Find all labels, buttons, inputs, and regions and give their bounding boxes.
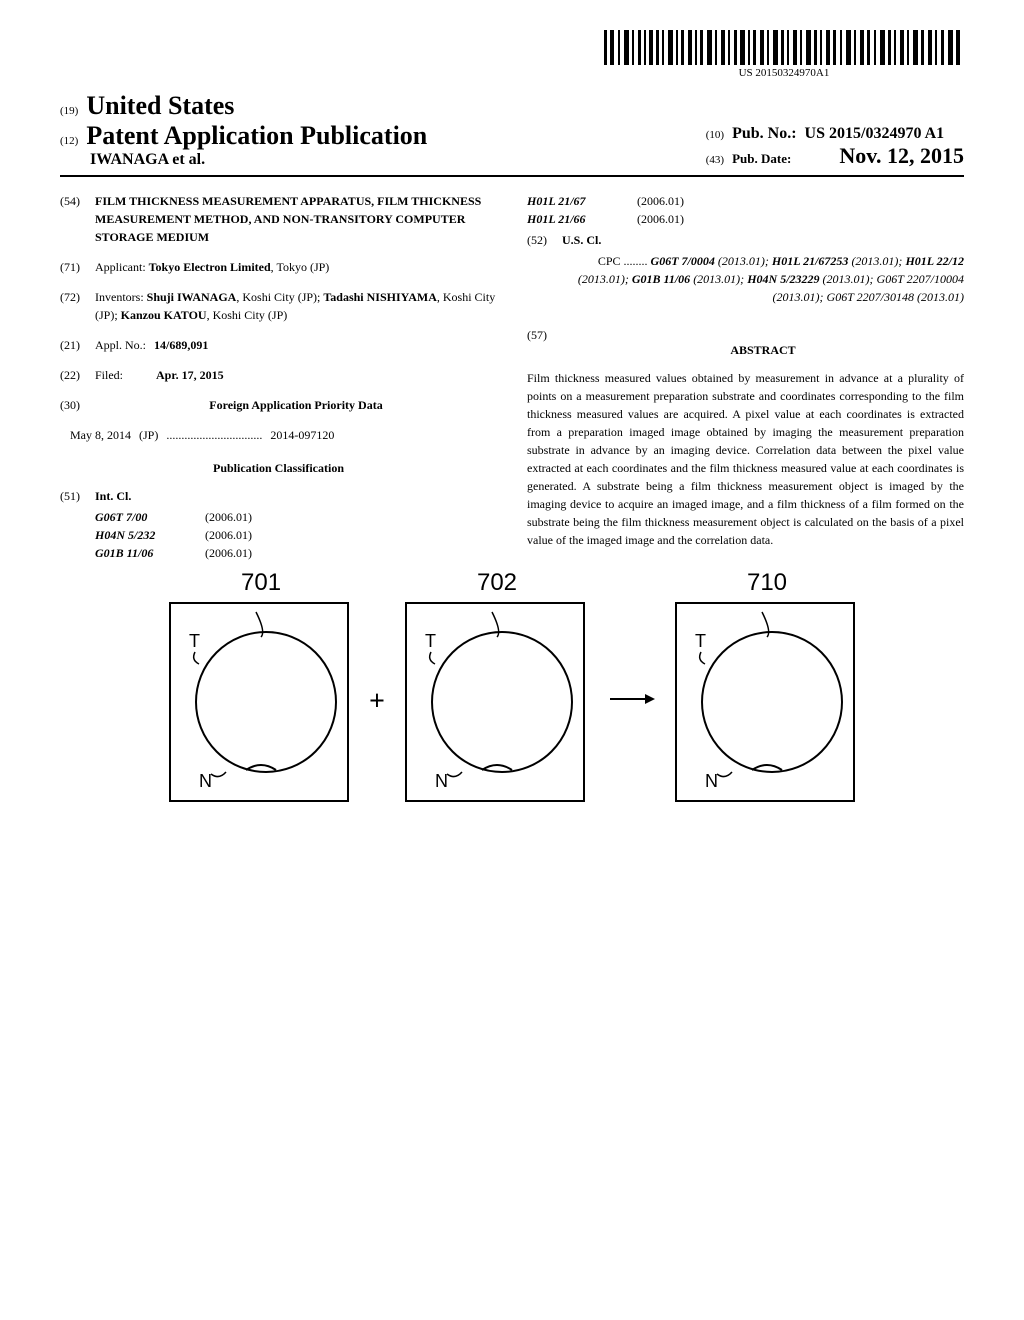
applicant-name: Tokyo Electron Limited <box>149 260 271 274</box>
inventor3-name: Kanzou KATOU <box>121 308 207 322</box>
header-left: (12) Patent Application Publication IWAN… <box>60 121 427 169</box>
pub-class-header: Publication Classification <box>60 459 497 477</box>
wafer-diagram-1: T N <box>171 602 347 802</box>
plus-operator: + <box>369 686 385 718</box>
int-cl-label: Int. Cl. <box>95 487 497 505</box>
int-class-year: (2006.01) <box>205 526 252 544</box>
svg-text:N: N <box>199 771 212 791</box>
cpc-dots: ........ <box>624 254 648 268</box>
figure-box-2: 702 T N <box>405 602 585 802</box>
us-cl-code: (52) <box>527 231 562 249</box>
header-top: (19) United States <box>60 91 964 121</box>
inventors-code: (72) <box>60 288 95 324</box>
title-code: (54) <box>60 192 95 246</box>
wafer-diagram-3: T N <box>677 602 853 802</box>
figure-label-2: 702 <box>477 569 517 597</box>
foreign-code: (30) <box>60 396 95 414</box>
appl-no-label: Appl. No.: <box>95 338 146 352</box>
barcode-lines <box>604 30 964 65</box>
wafer-diagram-2: T N <box>407 602 583 802</box>
svg-text:T: T <box>695 631 706 651</box>
pub-type-code: (12) <box>60 135 78 147</box>
right-column: H01L 21/67 (2006.01) H01L 21/66 (2006.01… <box>527 192 964 562</box>
filed-date: Apr. 17, 2015 <box>156 368 224 382</box>
figure-box-1: 701 T N <box>169 602 349 802</box>
barcode: US 20150324970A1 <box>604 30 964 79</box>
int-class-code: H01L 21/66 <box>527 210 637 228</box>
country-name: United States <box>86 91 234 121</box>
appl-no-value: 14/689,091 <box>154 338 208 352</box>
inventor1-loc: , Koshi City (JP); <box>236 290 320 304</box>
pub-date-code: (43) <box>706 154 724 166</box>
abstract-text: Film thickness measured values obtained … <box>527 369 964 549</box>
inventor3-loc: , Koshi City (JP) <box>207 308 288 322</box>
inventor2-name: Tadashi NISHIYAMA <box>323 290 437 304</box>
int-class-year: (2006.01) <box>637 210 684 228</box>
content-columns: (54) FILM THICKNESS MEASUREMENT APPARATU… <box>60 192 964 562</box>
int-class-row: G06T 7/00 (2006.01) <box>95 508 497 526</box>
figure-label-1: 701 <box>241 569 281 597</box>
pub-date-value: Nov. 12, 2015 <box>839 143 964 169</box>
svg-text:T: T <box>425 631 436 651</box>
figure-box-3: 710 T N <box>675 602 855 802</box>
foreign-dots: ................................ <box>166 426 262 444</box>
cpc-classification: CPC ........ G06T 7/0004 (2013.01); H01L… <box>562 252 964 306</box>
foreign-country: (JP) <box>139 426 158 444</box>
country-code: (19) <box>60 105 78 117</box>
appl-no-code: (21) <box>60 336 95 354</box>
abstract-code: (57) <box>527 326 562 369</box>
svg-text:T: T <box>189 631 200 651</box>
pub-no-value: US 2015/0324970 A1 <box>805 125 945 143</box>
int-class-code: H01L 21/67 <box>527 192 637 210</box>
header-right: (10) Pub. No.: US 2015/0324970 A1 (43) P… <box>706 125 964 169</box>
inventors-header: IWANAGA et al. <box>90 151 427 169</box>
int-class-row: G01B 11/06 (2006.01) <box>95 544 497 562</box>
int-class-code: G06T 7/00 <box>95 508 205 526</box>
int-class-row: H01L 21/66 (2006.01) <box>527 210 964 228</box>
int-class-code: H04N 5/232 <box>95 526 205 544</box>
int-class-year: (2006.01) <box>637 192 684 210</box>
pub-date-label: Pub. Date: <box>732 151 791 167</box>
svg-text:N: N <box>435 771 448 791</box>
foreign-date: May 8, 2014 <box>70 426 131 444</box>
arrow-operator <box>605 689 655 716</box>
figure-label-3: 710 <box>747 569 787 597</box>
foreign-no: 2014-097120 <box>270 426 334 444</box>
arrow-icon <box>605 689 655 709</box>
filed-label: Filed: <box>95 368 123 382</box>
left-column: (54) FILM THICKNESS MEASUREMENT APPARATU… <box>60 192 497 562</box>
int-class-row: H04N 5/232 (2006.01) <box>95 526 497 544</box>
figure-section: 701 T N + 702 T N 710 <box>60 602 964 802</box>
int-class-row: H01L 21/67 (2006.01) <box>527 192 964 210</box>
us-cl-label: U.S. Cl. <box>562 231 964 249</box>
applicant-code: (71) <box>60 258 95 276</box>
filed-code: (22) <box>60 366 95 384</box>
barcode-section: US 20150324970A1 <box>60 30 964 81</box>
applicant-location: , Tokyo (JP) <box>271 260 330 274</box>
int-class-code: G01B 11/06 <box>95 544 205 562</box>
foreign-header: Foreign Application Priority Data <box>95 396 497 414</box>
int-cl-code: (51) <box>60 487 95 505</box>
pub-no-code: (10) <box>706 129 724 141</box>
inventor1-name: Shuji IWANAGA <box>147 290 237 304</box>
invention-title: FILM THICKNESS MEASUREMENT APPARATUS, FI… <box>95 192 497 246</box>
pub-no-label: Pub. No.: <box>732 125 796 143</box>
inventors-label: Inventors: <box>95 290 144 304</box>
cpc-label: CPC <box>598 254 621 268</box>
pub-type-title: Patent Application Publication <box>86 121 427 151</box>
applicant-label: Applicant: <box>95 260 146 274</box>
int-class-year: (2006.01) <box>205 544 252 562</box>
header-main: (12) Patent Application Publication IWAN… <box>60 121 964 177</box>
svg-text:N: N <box>705 771 718 791</box>
barcode-number: US 20150324970A1 <box>604 67 964 79</box>
abstract-label: ABSTRACT <box>562 341 964 359</box>
int-class-year: (2006.01) <box>205 508 252 526</box>
